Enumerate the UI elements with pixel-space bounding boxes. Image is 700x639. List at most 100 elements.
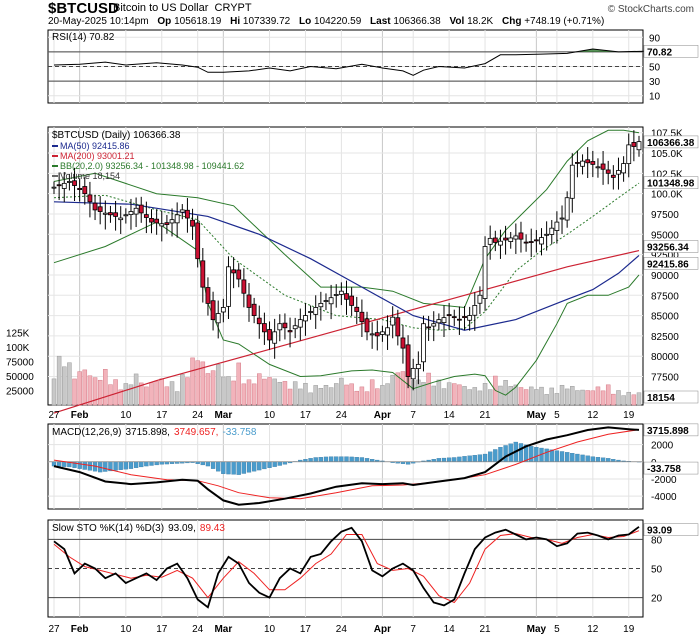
sto-title-part: 89.43 <box>200 523 225 534</box>
macd-histogram-bar <box>559 451 565 462</box>
volume-bar <box>169 381 175 406</box>
volume-bar <box>426 372 431 406</box>
candle-down <box>154 218 160 224</box>
price-tick-label: 92500 <box>651 251 679 262</box>
macd-title-part: 3715.898, <box>125 427 170 438</box>
lo-value: 104220.59 <box>313 16 362 27</box>
candle-up <box>338 290 344 295</box>
volume-bar <box>149 382 154 406</box>
volume-bar <box>477 390 483 406</box>
macd-histogram-bar <box>590 456 595 462</box>
candle-up <box>308 311 313 313</box>
price-tick-label: 77500 <box>651 373 679 384</box>
bottom-x-axis-label: 10 <box>264 624 276 635</box>
macd-tick-label: -4000 <box>651 492 677 503</box>
candle-down <box>149 218 154 223</box>
bottom-x-axis-label: 10 <box>120 624 132 635</box>
volume-bar <box>226 376 231 406</box>
price-tick-label: 97500 <box>651 210 679 221</box>
bottom-x-axis-label: 24 <box>336 624 348 635</box>
volume-bar <box>508 386 513 406</box>
volume-bar <box>339 377 344 406</box>
rsi-tick-label: 30 <box>649 77 661 88</box>
candle-down <box>585 159 591 164</box>
macd-histogram-bar <box>570 453 575 462</box>
macd-histogram-bar <box>318 457 323 462</box>
bottom-x-axis-label: 21 <box>479 624 491 635</box>
bottom-x-axis-label: 17 <box>300 624 312 635</box>
volume-last-value: 18154 <box>647 393 675 404</box>
macd-histogram-bar <box>205 461 211 467</box>
macd-histogram-bar <box>62 461 67 467</box>
candle-down <box>143 214 149 218</box>
candle-up <box>421 323 426 363</box>
volume-bar <box>375 388 380 406</box>
candle-down <box>451 316 457 319</box>
candle-down <box>108 212 113 216</box>
volume-bar <box>472 387 478 406</box>
rsi-tick-label: 10 <box>649 92 661 103</box>
hi-label: Hi <box>230 16 241 27</box>
macd-title-part: MACD(12,26,9) <box>52 427 121 438</box>
candle-up <box>559 217 565 220</box>
macd-histogram-bar <box>477 454 483 462</box>
x-axis-label: Feb <box>71 410 89 421</box>
candle-down <box>185 209 190 219</box>
macd-histogram-bar <box>518 443 524 462</box>
candle-up <box>616 170 621 175</box>
ma50-value-box <box>643 257 699 270</box>
lo-label: Lo <box>298 16 312 27</box>
candle-down <box>113 212 118 217</box>
volume-bar <box>164 386 170 406</box>
volume-bar <box>621 395 626 406</box>
price-tick-label: 82500 <box>651 332 679 343</box>
macd-histogram-bar <box>236 461 241 475</box>
volume-bar <box>585 390 590 406</box>
candle-up <box>318 302 324 308</box>
candle-down <box>605 169 611 174</box>
volume-bar <box>231 380 236 406</box>
volume-bar <box>97 379 103 406</box>
macd-histogram-bar <box>262 461 267 470</box>
volume-bar <box>236 362 241 406</box>
sto-title: Slow STO %K(14) %D(3) 93.09, 89.43 <box>52 523 225 534</box>
volume-bar <box>144 386 149 406</box>
macd-histogram-bar <box>133 461 139 468</box>
stockcharts-watermark: © StockCharts.com <box>607 4 694 15</box>
candle-down <box>205 287 211 304</box>
macd-histogram-bar <box>349 456 354 462</box>
x-axis-label: 7 <box>410 410 416 421</box>
volume-bar <box>159 378 165 406</box>
candle-down <box>241 279 247 294</box>
candle-down <box>523 241 529 244</box>
volume-bar <box>246 379 252 406</box>
macd-histogram-bar <box>334 456 339 462</box>
volume-bar <box>215 364 221 406</box>
candle-up <box>66 181 72 183</box>
macd-histogram-bar <box>251 461 257 472</box>
volume-bar <box>241 383 247 406</box>
volume-bar <box>118 389 123 406</box>
bb-upper-value: 101348.98 <box>647 179 695 190</box>
candle-down <box>349 295 355 306</box>
volume-bar <box>513 384 519 406</box>
volume-bar <box>354 390 360 406</box>
volume-bar <box>67 362 72 406</box>
candle-down <box>364 318 370 333</box>
macd-histogram-bar <box>446 457 452 462</box>
sto-tick-label: 80 <box>651 535 663 546</box>
candle-down <box>210 300 216 321</box>
sto-tick-label: 20 <box>651 594 663 605</box>
volume-bar <box>318 388 324 406</box>
quote-line: 20-May-2025 10:14pm Op 105618.19 Hi 1073… <box>48 16 604 27</box>
volume-tick-label: 100K <box>6 343 30 354</box>
volume-bar <box>436 379 442 406</box>
ma50-value: 92415.86 <box>647 259 689 270</box>
candle-down <box>267 329 272 341</box>
sto-tick-label: 50 <box>651 565 663 576</box>
candle-up <box>415 363 421 370</box>
x-axis-label: 17 <box>300 410 312 421</box>
candle-down <box>256 317 262 325</box>
bb-upper-value-box <box>643 176 699 189</box>
